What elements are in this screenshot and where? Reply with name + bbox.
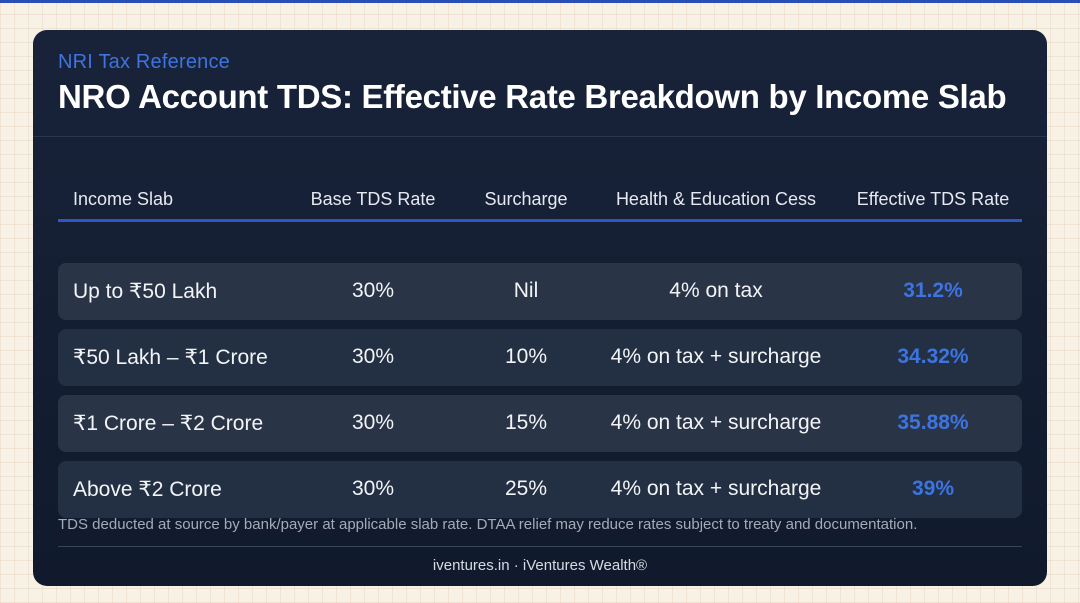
- cell-base-rate: 30%: [351, 345, 395, 368]
- header-effective-tds-rate: Effective TDS Rate: [856, 189, 1010, 209]
- tds-reference-card: NRI Tax Reference NRO Account TDS: Effec…: [33, 30, 1047, 586]
- cell-effective-rate: 35.88%: [897, 411, 969, 434]
- header-divider: [33, 136, 1047, 137]
- header-income-slab: Income Slab: [73, 189, 174, 209]
- cell-effective-rate: 31.2%: [903, 279, 963, 302]
- page-title: NRO Account TDS: Effective Rate Breakdow…: [58, 78, 1007, 115]
- cell-base-rate: 30%: [351, 477, 395, 500]
- cell-base-rate: 30%: [351, 279, 395, 302]
- cell-cess: 4% on tax + surcharge: [610, 411, 822, 434]
- cell-income-slab: Above ₹2 Crore: [73, 478, 222, 501]
- table-row: Above ₹2 Crore 30% 25% 4% on tax + surch…: [58, 461, 1022, 518]
- cell-cess: 4% on tax + surcharge: [610, 477, 822, 500]
- cell-surcharge: 25%: [504, 477, 548, 500]
- cell-surcharge: 10%: [504, 345, 548, 368]
- table-row: Up to ₹50 Lakh 30% Nil 4% on tax 31.2%: [58, 263, 1022, 320]
- header-base-tds-rate: Base TDS Rate: [310, 189, 436, 209]
- cell-cess: 4% on tax + surcharge: [610, 345, 822, 368]
- cell-effective-rate: 34.32%: [897, 345, 969, 368]
- credit-line: iventures.in · iVentures Wealth®: [432, 557, 648, 574]
- footer-divider: [58, 546, 1022, 547]
- footnote: TDS deducted at source by bank/payer at …: [58, 516, 918, 533]
- header-cess: Health & Education Cess: [615, 189, 817, 209]
- cell-income-slab: ₹50 Lakh – ₹1 Crore: [73, 346, 268, 369]
- table-row: ₹50 Lakh – ₹1 Crore 30% 10% 4% on tax + …: [58, 329, 1022, 386]
- header-surcharge: Surcharge: [484, 189, 568, 209]
- cell-effective-rate: 39%: [911, 477, 955, 500]
- cell-surcharge: Nil: [513, 279, 539, 302]
- cell-surcharge: 15%: [504, 411, 548, 434]
- cell-base-rate: 30%: [351, 411, 395, 434]
- table-row: ₹1 Crore – ₹2 Crore 30% 15% 4% on tax + …: [58, 395, 1022, 452]
- cell-cess: 4% on tax: [669, 279, 763, 302]
- table-header: Income Slab Base TDS Rate Surcharge Heal…: [58, 180, 1022, 222]
- cell-income-slab: Up to ₹50 Lakh: [73, 280, 218, 303]
- tds-table: Income Slab Base TDS Rate Surcharge Heal…: [58, 180, 1022, 518]
- eyebrow-label: NRI Tax Reference: [58, 51, 230, 73]
- top-accent-line: [0, 0, 1080, 3]
- cell-income-slab: ₹1 Crore – ₹2 Crore: [73, 412, 264, 435]
